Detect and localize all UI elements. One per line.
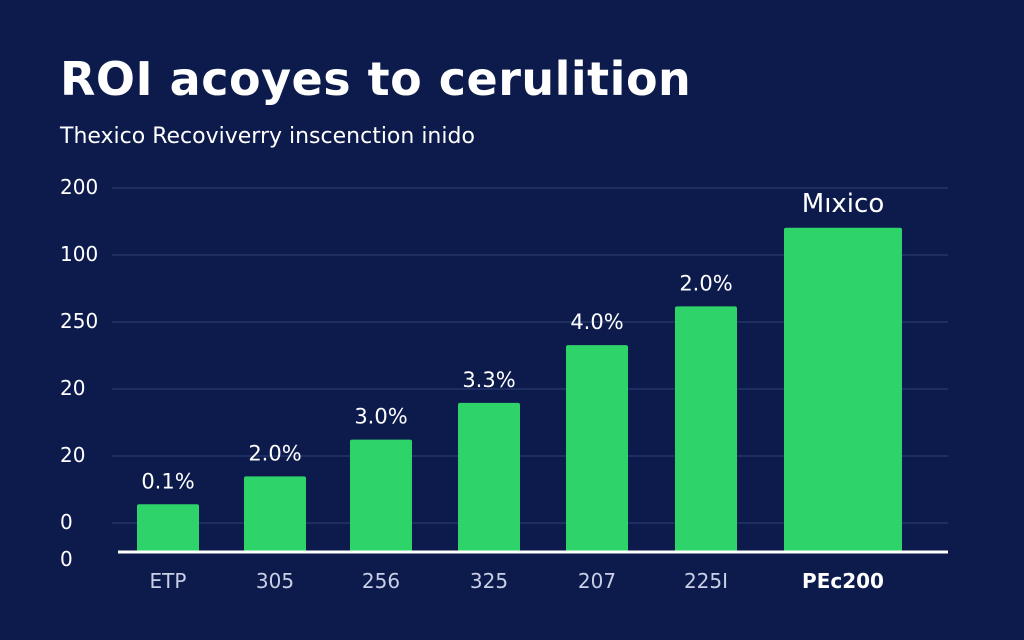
x-tick-label: 207 bbox=[578, 569, 616, 593]
bar bbox=[784, 227, 902, 552]
x-tick-label: 225I bbox=[684, 569, 728, 593]
data-label: 2.0% bbox=[248, 441, 301, 465]
data-label: 3.3% bbox=[462, 368, 515, 392]
bar bbox=[566, 345, 628, 552]
bar bbox=[244, 476, 306, 552]
bar bbox=[137, 504, 199, 552]
bar bbox=[350, 439, 412, 552]
x-tick-label: PEc200 bbox=[802, 569, 884, 593]
data-label: 2.0% bbox=[679, 271, 732, 295]
bar bbox=[458, 402, 520, 552]
y-tick-label: 20 bbox=[60, 376, 85, 400]
y-tick-label: 0 bbox=[60, 547, 73, 571]
data-label: 3.0% bbox=[354, 405, 407, 429]
y-tick-label: 200 bbox=[60, 175, 98, 199]
data-label: Mıxico bbox=[802, 189, 884, 219]
chart-subtitle: Thexico Recoviverry inscenction inido bbox=[60, 124, 475, 149]
y-tick-label: 0 bbox=[60, 510, 73, 534]
y-tick-label: 100 bbox=[60, 242, 98, 266]
bar bbox=[675, 306, 737, 552]
y-tick-label: 20 bbox=[60, 443, 85, 467]
data-label: 4.0% bbox=[570, 310, 623, 334]
x-tick-label: 325 bbox=[470, 569, 508, 593]
y-tick-label: 250 bbox=[60, 309, 98, 333]
x-tick-label: ETP bbox=[150, 569, 187, 593]
data-label: 0.1% bbox=[141, 469, 194, 493]
x-tick-label: 256 bbox=[362, 569, 400, 593]
chart-title: ROI acoyes to cerulition bbox=[60, 52, 692, 106]
x-tick-label: 305 bbox=[256, 569, 294, 593]
